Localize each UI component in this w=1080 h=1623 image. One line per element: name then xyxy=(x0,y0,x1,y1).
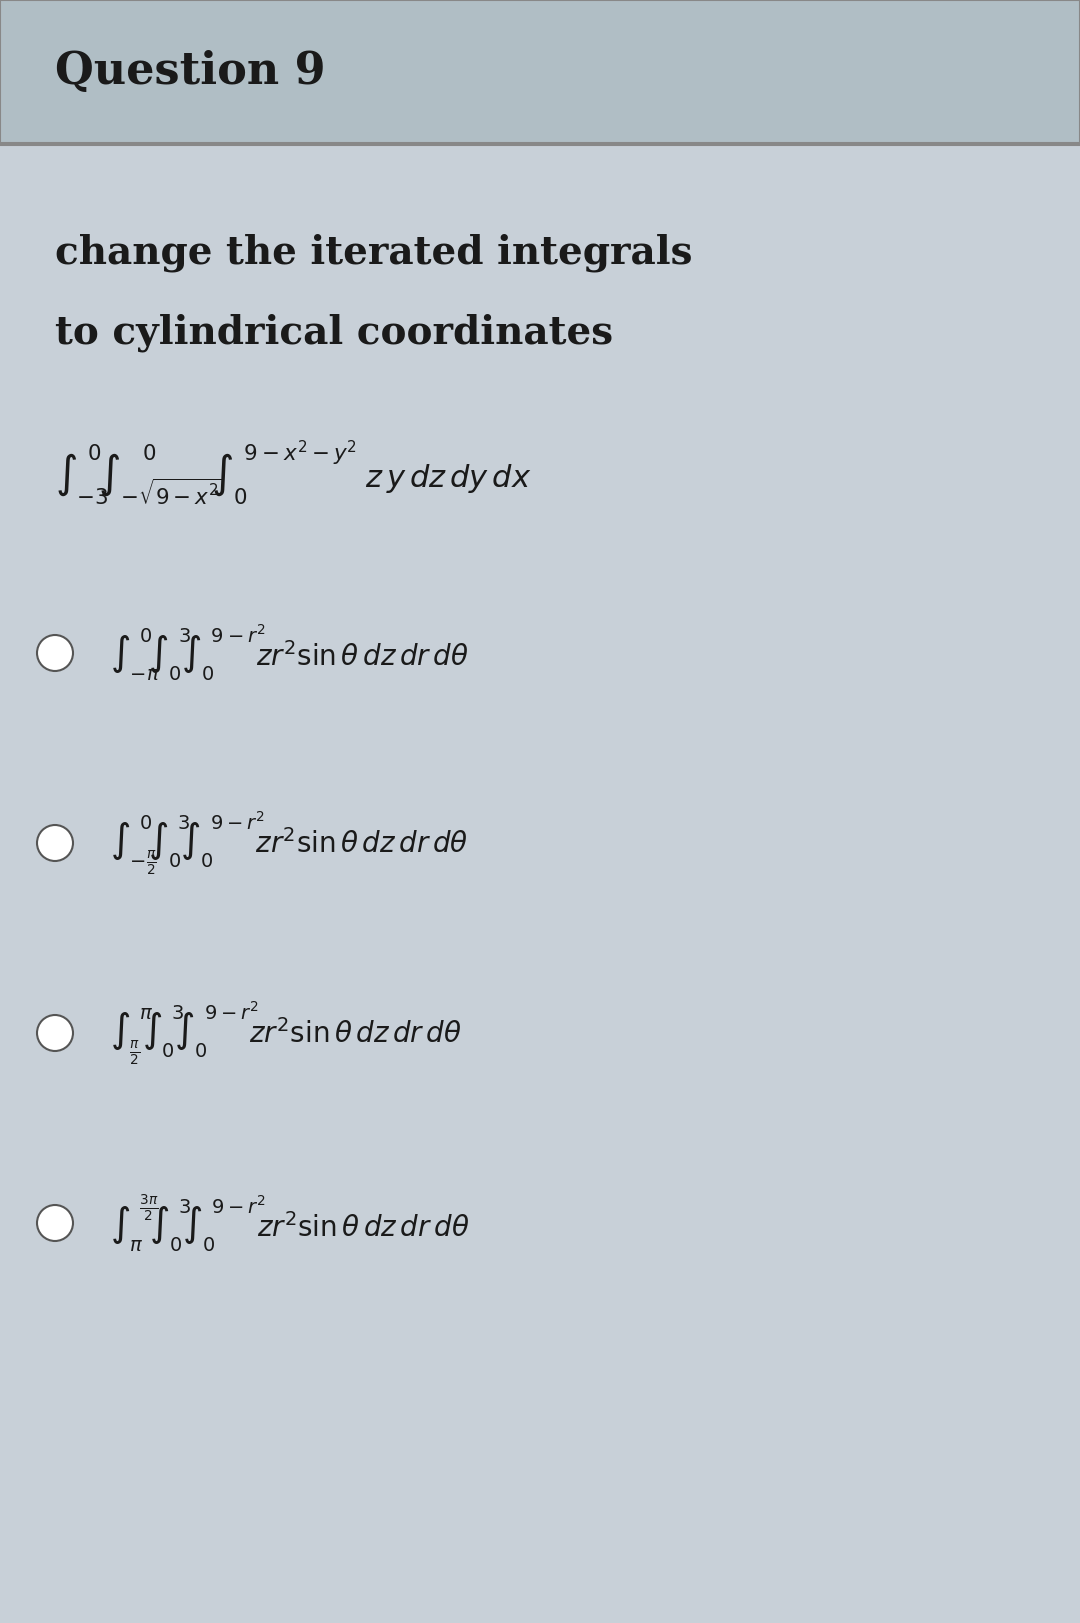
Circle shape xyxy=(37,1204,73,1242)
Text: $\int_{-\frac{\pi}{2}}^{\;0}\!\!\int_{0}^{\;3}\!\!\int_{0}^{\;9-r^2}\!\! zr^2\si: $\int_{-\frac{\pi}{2}}^{\;0}\!\!\int_{0}… xyxy=(110,810,468,876)
Text: $\int_{-\pi}^{\;0}\!\!\int_{0}^{\;3}\!\!\int_{0}^{\;9-r^2}\!\! zr^2\sin\theta\, : $\int_{-\pi}^{\;0}\!\!\int_{0}^{\;3}\!\!… xyxy=(110,623,469,683)
FancyBboxPatch shape xyxy=(0,0,1080,143)
Text: $\int_{-3}^{\;0}\!\! \int_{-\sqrt{9-x^2}}^{\;\;\;0}\!\! \int_{0}^{\;9-x^2-y^2}\;: $\int_{-3}^{\;0}\!\! \int_{-\sqrt{9-x^2}… xyxy=(55,438,531,508)
Text: $\int_{\frac{\pi}{2}}^{\;\pi}\!\!\int_{0}^{\;3}\!\!\int_{0}^{\;9-r^2}\!\! zr^2\s: $\int_{\frac{\pi}{2}}^{\;\pi}\!\!\int_{0… xyxy=(110,1000,462,1066)
Text: Question 9: Question 9 xyxy=(55,49,325,93)
Text: $\int_{\pi}^{\;\frac{3\pi}{2}}\!\!\int_{0}^{\;3}\!\!\int_{0}^{\;9-r^2}\!\! zr^2\: $\int_{\pi}^{\;\frac{3\pi}{2}}\!\!\int_{… xyxy=(110,1193,470,1253)
Circle shape xyxy=(37,824,73,860)
Circle shape xyxy=(37,635,73,670)
Text: change the iterated integrals: change the iterated integrals xyxy=(55,234,692,273)
Circle shape xyxy=(37,1014,73,1052)
Text: to cylindrical coordinates: to cylindrical coordinates xyxy=(55,313,613,352)
